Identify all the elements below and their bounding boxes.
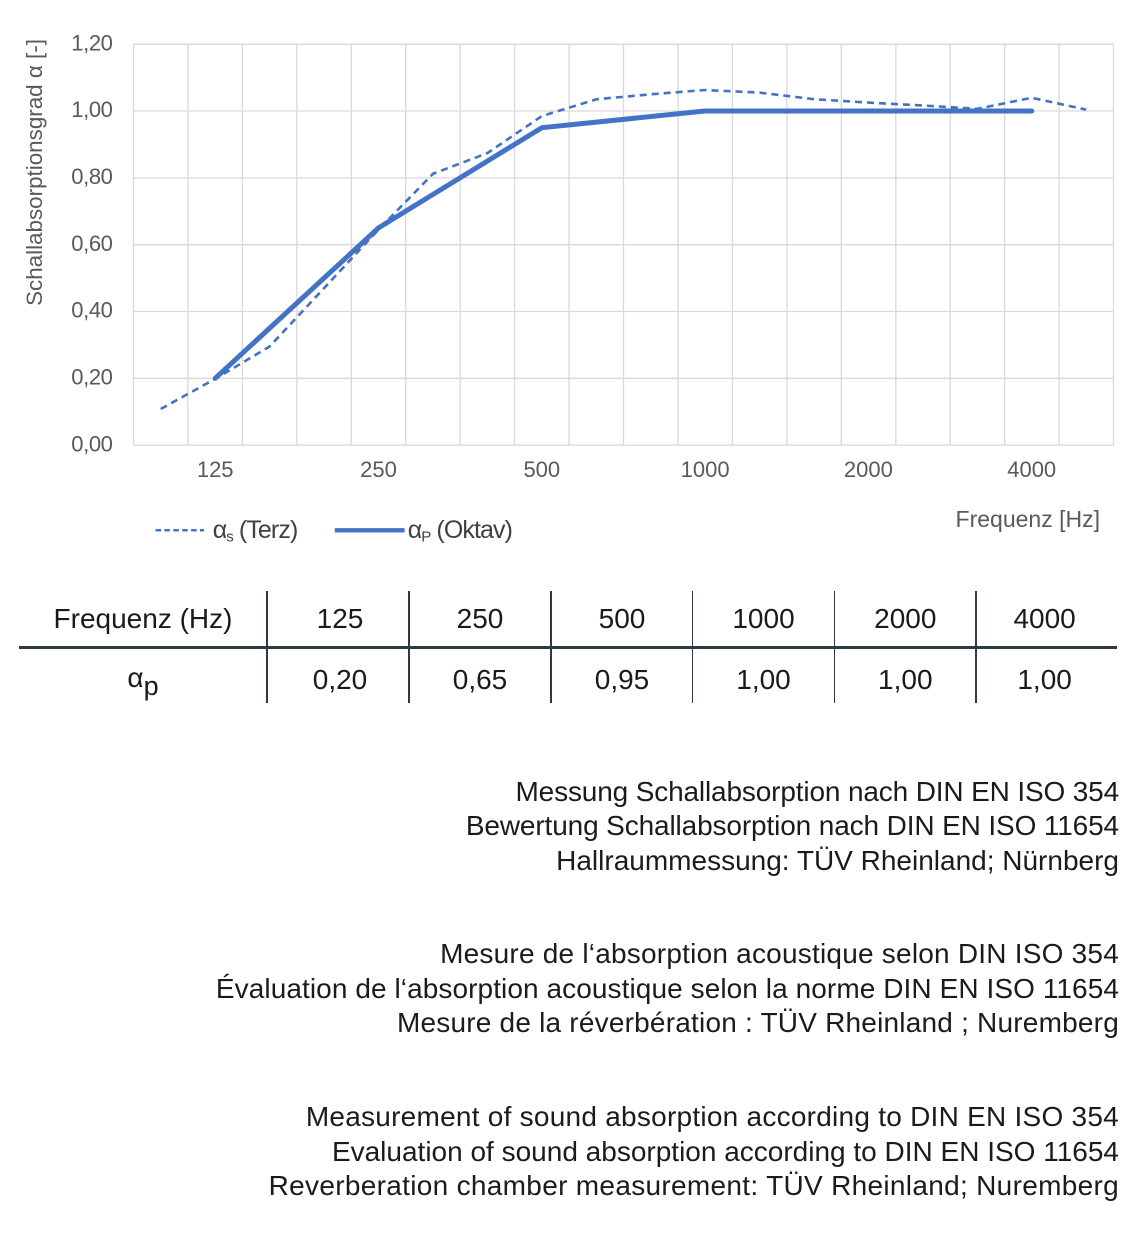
svg-text:αs (Terz): αs (Terz) bbox=[213, 516, 298, 546]
svg-text:250: 250 bbox=[360, 457, 397, 482]
svg-text:0,60: 0,60 bbox=[71, 231, 112, 256]
svg-text:1000: 1000 bbox=[681, 457, 730, 482]
svg-text:Frequenz [Hz]: Frequenz [Hz] bbox=[956, 506, 1100, 532]
svg-text:1,00: 1,00 bbox=[71, 97, 112, 122]
svg-text:αP (Oktav): αP (Oktav) bbox=[408, 516, 512, 546]
svg-text:2000: 2000 bbox=[844, 457, 893, 482]
svg-text:1,20: 1,20 bbox=[71, 30, 112, 55]
svg-text:Schallabsorptionsgrad α [-]: Schallabsorptionsgrad α [-] bbox=[22, 39, 47, 306]
svg-text:0,00: 0,00 bbox=[71, 431, 112, 456]
svg-text:500: 500 bbox=[523, 457, 560, 482]
svg-text:0,40: 0,40 bbox=[71, 298, 112, 323]
svg-text:125: 125 bbox=[197, 457, 234, 482]
svg-text:4000: 4000 bbox=[1007, 457, 1056, 482]
svg-text:0,80: 0,80 bbox=[71, 164, 112, 189]
svg-text:0,20: 0,20 bbox=[71, 365, 112, 390]
